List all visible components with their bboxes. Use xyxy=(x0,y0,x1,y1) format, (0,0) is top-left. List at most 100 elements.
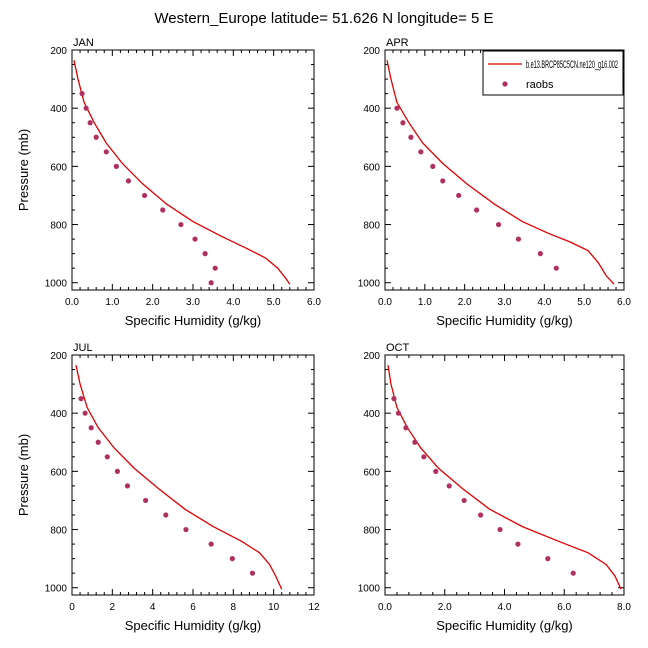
oct-xtick-label: 2.0 xyxy=(438,602,452,613)
jan-ytick-label: 800 xyxy=(50,221,67,232)
jul-raobs-point xyxy=(183,526,189,533)
jul-ytick-label: 1000 xyxy=(45,584,68,595)
apr-raobs-point xyxy=(456,192,462,199)
apr-xtick-label: 0.0 xyxy=(378,297,392,308)
oct-raobs-point xyxy=(497,526,503,533)
jan-raobs-point xyxy=(202,251,208,257)
apr-xtick-label: 5.0 xyxy=(577,297,591,308)
jan-raobs-point xyxy=(212,265,218,271)
oct-x-axis-label: Specific Humidity (g/kg) xyxy=(436,618,573,633)
jul-ytick-label: 800 xyxy=(50,526,67,537)
figure-title: Western_Europe latitude= 51.626 N longit… xyxy=(154,10,493,27)
oct-raobs-point xyxy=(421,454,427,460)
jul-raobs-point xyxy=(229,556,235,562)
jan-raobs-point xyxy=(79,91,85,97)
oct-raobs-point xyxy=(478,512,484,518)
apr-raobs-point xyxy=(474,207,480,213)
apr-raobs-point xyxy=(430,163,436,169)
oct-raobs-point xyxy=(395,410,402,416)
apr-ytick-label: 600 xyxy=(363,162,380,173)
legend-box xyxy=(482,50,624,96)
jul-raobs-point xyxy=(95,439,101,445)
oct-raobs-point xyxy=(446,483,452,489)
jan-xtick-label: 2.0 xyxy=(146,297,160,308)
jan-xtick-label: 3.0 xyxy=(186,297,200,308)
apr-raobs-point xyxy=(408,134,414,140)
jul-ytick-label: 600 xyxy=(50,467,67,478)
oct-raobs-point xyxy=(515,541,521,547)
apr-model-line xyxy=(386,60,615,285)
panels-group: JAN 0.0 1.0 2.0 3.0 4.0 5.0 6.0 200 400 600 800 1000… xyxy=(16,37,631,633)
oct-plot-frame xyxy=(384,354,625,596)
jan-xtick-label: 4.0 xyxy=(226,297,240,308)
oct-raobs-point xyxy=(461,497,467,504)
jan-raobs-point xyxy=(142,192,148,199)
jan-panel-title: JAN xyxy=(73,37,94,49)
jul-model-line xyxy=(75,365,283,590)
oct-raobs-point xyxy=(391,396,397,402)
jan-raobs-point xyxy=(192,236,198,242)
jan-ytick-label: 200 xyxy=(50,46,67,57)
oct-raobs-point xyxy=(570,570,576,576)
oct-raobs-point xyxy=(412,439,418,445)
jan-raobs-point xyxy=(208,280,214,286)
oct-xtick-label: 8.0 xyxy=(617,602,631,613)
apr-raobs-point xyxy=(394,105,400,111)
jul-xtick-label: 8 xyxy=(231,602,237,613)
apr-raobs-point xyxy=(537,251,543,257)
oct-panel-title: OCT xyxy=(386,342,410,354)
jan-raobs-point xyxy=(125,178,132,184)
jul-raobs-point xyxy=(143,497,149,504)
apr-xtick-label: 2.0 xyxy=(458,297,472,308)
jan-raobs-point xyxy=(178,221,184,228)
jul-raobs-point xyxy=(208,541,214,547)
oct-ytick-label: 800 xyxy=(363,526,380,537)
jan-raobs-point xyxy=(93,134,99,140)
jan-plot-frame xyxy=(71,49,315,291)
jul-y-axis-label: Pressure (mb) xyxy=(16,434,31,516)
jan-x-axis-label: Specific Humidity (g/kg) xyxy=(125,313,262,328)
apr-raobs-point xyxy=(440,178,446,184)
oct-ytick-label: 600 xyxy=(363,467,380,478)
panel-jan: JAN 0.0 1.0 2.0 3.0 4.0 5.0 6.0 200 400 600 800 1000… xyxy=(16,37,321,328)
apr-xtick-label: 4.0 xyxy=(537,297,551,308)
jul-raobs-point xyxy=(114,468,120,474)
oct-ytick-label: 200 xyxy=(363,351,380,362)
jul-panel-title: JUL xyxy=(73,342,93,354)
apr-raobs-point xyxy=(418,149,424,155)
oct-ytick-label: 1000 xyxy=(358,584,381,595)
jul-raobs-point xyxy=(104,454,110,460)
legend-model-label: b.e13.BRCP85C5CN.ne120_g16.002 xyxy=(526,59,618,71)
jul-xtick-label: 10 xyxy=(268,602,280,613)
jan-xtick-label: 1.0 xyxy=(105,297,119,308)
jul-xtick-label: 4 xyxy=(150,602,156,613)
jul-raobs-point xyxy=(88,425,94,431)
apr-xtick-label: 6.0 xyxy=(617,297,631,308)
jan-xtick-label: 0.0 xyxy=(65,297,79,308)
jan-ytick-label: 400 xyxy=(50,104,67,115)
jan-raobs-point xyxy=(87,120,93,126)
jan-raobs-point xyxy=(83,105,89,111)
oct-ytick-label: 400 xyxy=(363,409,380,420)
jan-ytick-label: 1000 xyxy=(45,279,68,290)
apr-ytick-label: 800 xyxy=(363,221,380,232)
apr-raobs-point xyxy=(495,221,502,228)
apr-raobs-point xyxy=(400,120,406,126)
apr-ytick-label: 200 xyxy=(363,46,380,57)
jul-raobs-point xyxy=(82,410,88,416)
jul-raobs-point xyxy=(249,570,256,576)
apr-raobs-point xyxy=(515,236,522,242)
jan-raobs-point xyxy=(160,207,166,213)
jul-ytick-label: 200 xyxy=(50,351,67,362)
oct-xtick-label: 4.0 xyxy=(498,602,512,613)
legend-obs-label: raobs xyxy=(526,79,554,91)
jul-x-axis-label: Specific Humidity (g/kg) xyxy=(125,618,262,633)
jul-raobs-point xyxy=(78,396,84,402)
panel-jul: JUL 0 2 4 6 8 10 12 200 400 600 800 1000 Specific Hum… xyxy=(16,342,320,633)
jul-raobs-point xyxy=(163,512,169,518)
apr-ytick-label: 400 xyxy=(363,104,380,115)
apr-raobs-point xyxy=(553,265,559,271)
jul-raobs-point xyxy=(124,483,131,489)
oct-raobs-point xyxy=(403,425,409,431)
jul-xtick-label: 12 xyxy=(308,602,320,613)
